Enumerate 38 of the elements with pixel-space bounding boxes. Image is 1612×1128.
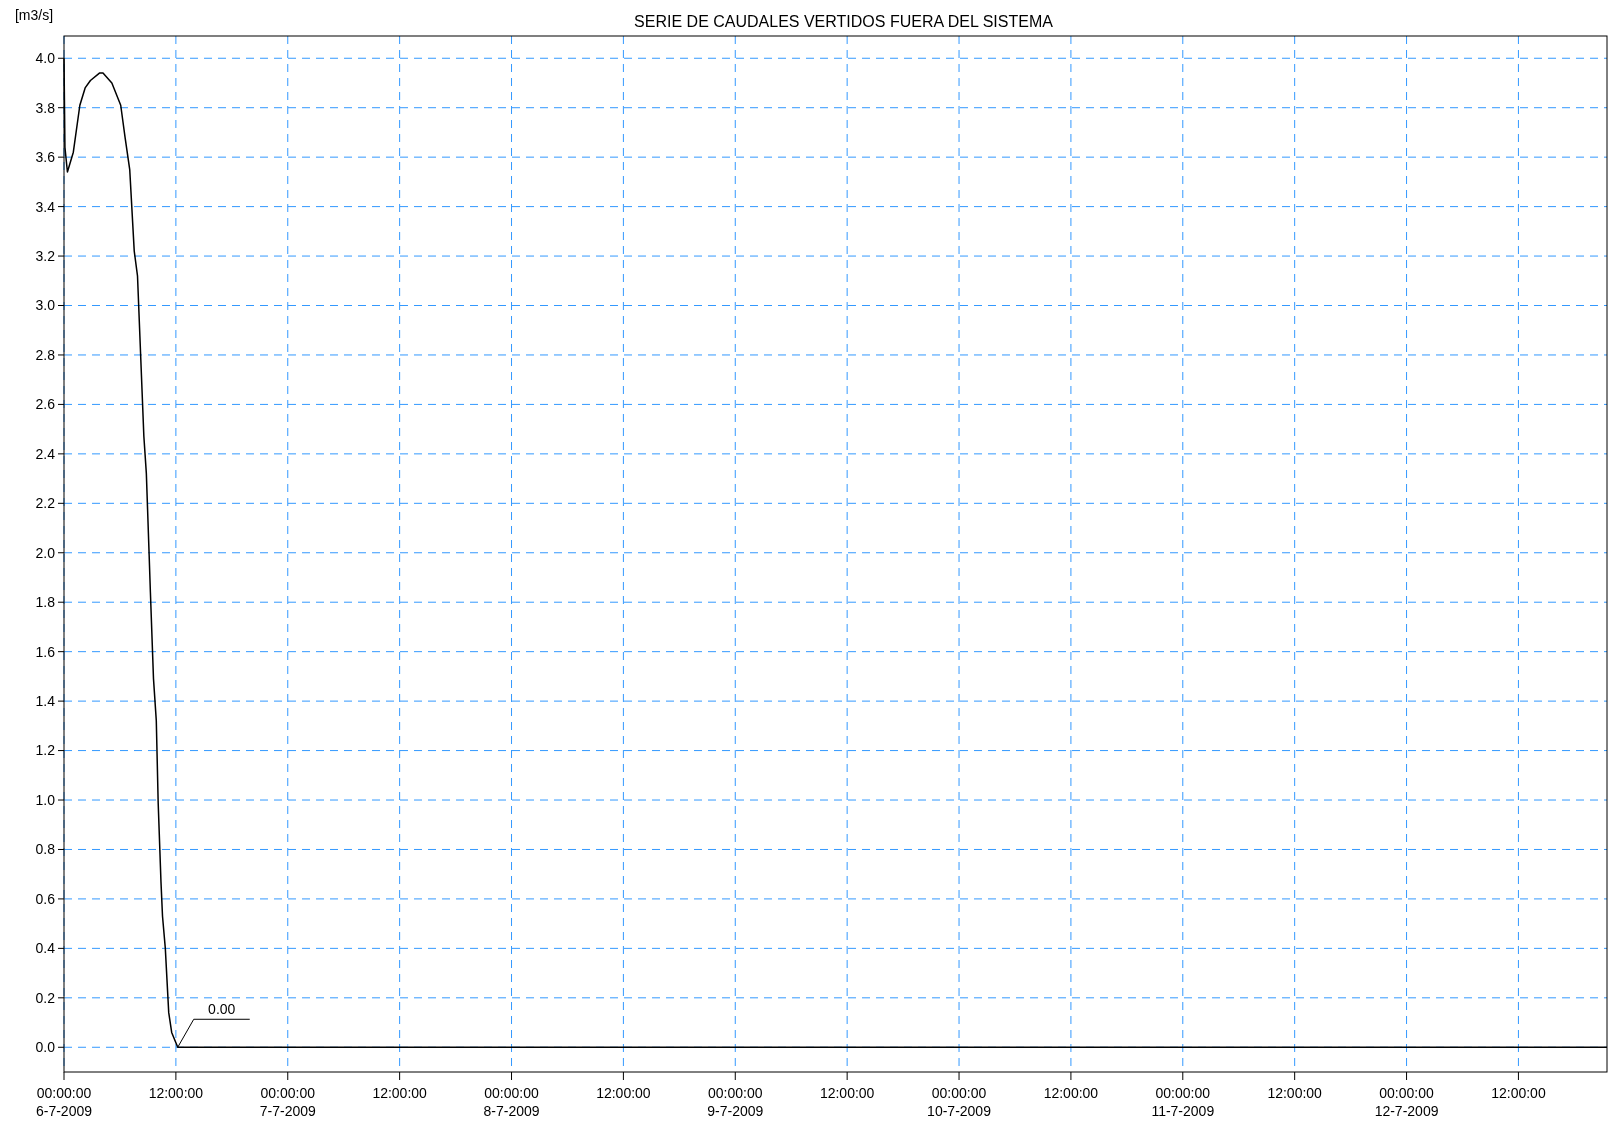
y-tick-label: 3.0 xyxy=(35,297,56,314)
y-tick-label: 1.6 xyxy=(35,643,56,660)
x-tick-label: 12:00:00 xyxy=(1043,1085,1099,1101)
x-tick-label: 00:00:00 6-7-2009 xyxy=(35,1085,93,1119)
y-tick-label: 3.8 xyxy=(35,99,56,116)
y-tick-label: 1.8 xyxy=(35,594,56,611)
y-tick-label: 3.6 xyxy=(35,149,56,166)
y-tick-label: 0.0 xyxy=(35,1039,56,1056)
x-tick-label: 00:00:00 9-7-2009 xyxy=(707,1085,764,1119)
y-tick-label: 4.0 xyxy=(35,50,56,67)
x-tick-label: 12:00:00 xyxy=(819,1085,875,1101)
x-tick-label: 00:00:00 12-7-2009 xyxy=(1374,1085,1439,1119)
y-tick-label: 2.0 xyxy=(35,544,56,561)
x-tick-label: 12:00:00 xyxy=(1267,1085,1323,1101)
y-tick-label: 1.4 xyxy=(35,693,56,710)
x-tick-label: 00:00:00 8-7-2009 xyxy=(483,1085,540,1119)
y-tick-label: 2.6 xyxy=(35,396,56,413)
chart-title: SERIE DE CAUDALES VERTIDOS FUERA DEL SISTEMA xyxy=(634,13,1054,30)
y-tick-label: 2.2 xyxy=(35,495,56,512)
x-tick-label: 00:00:00 7-7-2009 xyxy=(259,1085,316,1119)
x-tick-label: 12:00:00 xyxy=(596,1085,651,1101)
y-tick-label: 3.4 xyxy=(35,198,56,215)
y-axis-title: [m3/s] xyxy=(14,7,54,23)
x-tick-label: 12:00:00 xyxy=(148,1085,204,1101)
y-tick-label: 0.8 xyxy=(35,841,56,858)
x-tick-label: 12:00:00 xyxy=(1491,1085,1546,1101)
x-tick-label: 12:00:00 xyxy=(372,1085,428,1101)
y-tick-label: 2.4 xyxy=(35,445,56,462)
y-tick-label: 1.2 xyxy=(35,742,56,759)
y-tick-label: 0.4 xyxy=(35,940,56,957)
x-tick-label: 00:00:00 11-7-2009 xyxy=(1151,1085,1215,1119)
y-tick-label: 0.2 xyxy=(35,989,56,1006)
annotation: 0.00 xyxy=(208,1001,236,1018)
y-tick-label: 1.0 xyxy=(35,791,56,808)
y-tick-label: 2.8 xyxy=(35,346,56,363)
x-tick-label: 00:00:00 10-7-2009 xyxy=(927,1085,992,1119)
y-tick-label: 0.6 xyxy=(35,890,56,907)
y-tick-label: 3.2 xyxy=(35,247,56,264)
